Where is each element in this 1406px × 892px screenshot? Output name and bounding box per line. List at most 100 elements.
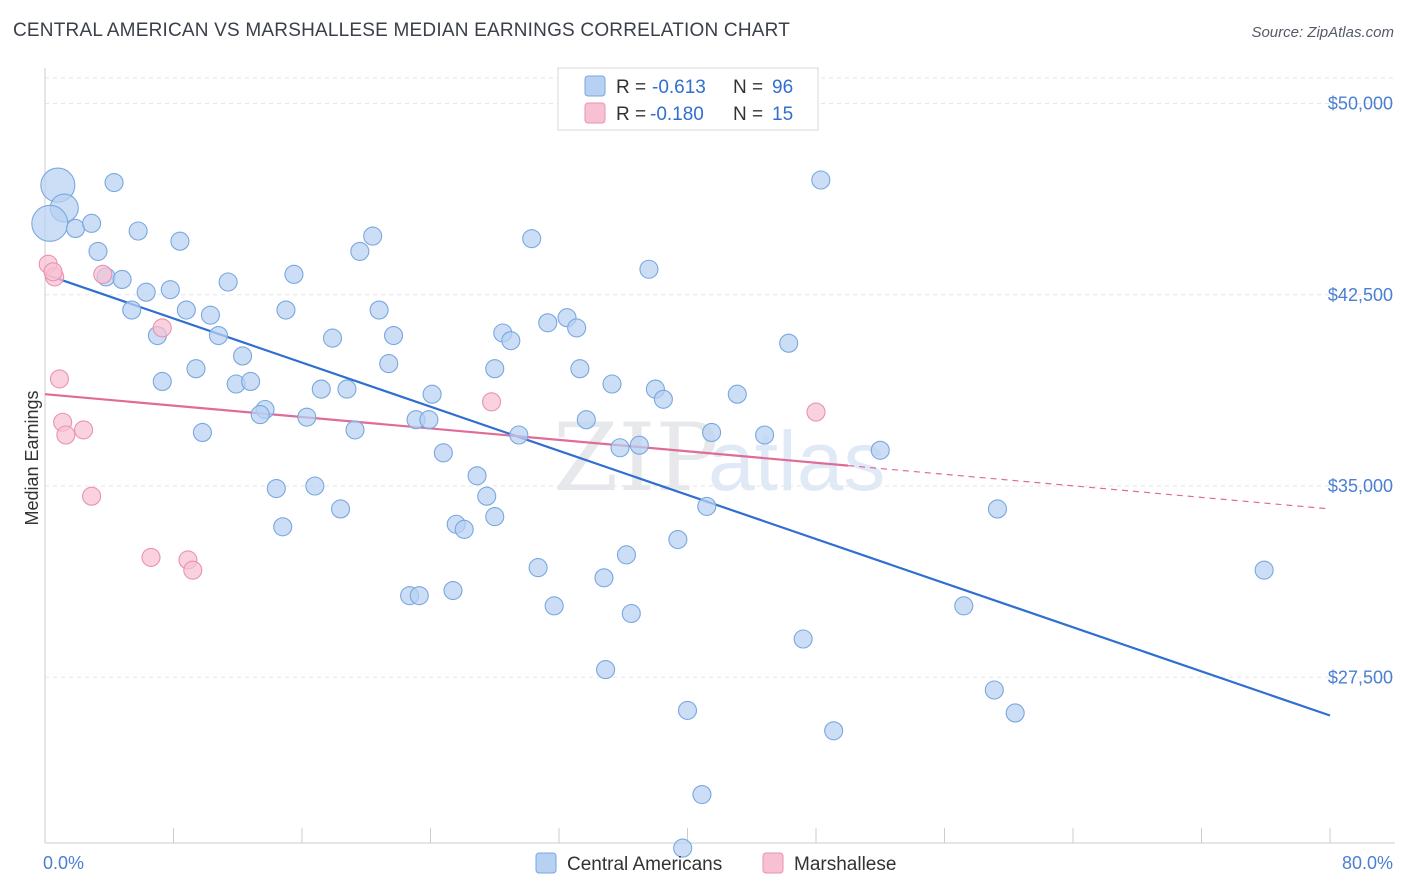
point-marshallese-8 <box>481 392 502 412</box>
y-tick-label-2: $42,500 <box>1328 285 1393 305</box>
trend-line-1 <box>44 393 849 467</box>
point-central-americans-22 <box>200 305 220 325</box>
point-central-americans-73 <box>454 519 474 539</box>
point-central-americans-67 <box>305 476 325 496</box>
point-central-americans-15 <box>350 241 370 261</box>
point-central-americans-30 <box>501 331 521 351</box>
point-central-americans-77 <box>616 545 637 565</box>
legend-r-label-2: R = <box>616 104 646 125</box>
point-marshallese-10 <box>82 486 102 506</box>
source-credit: Source: ZipAtlas.com <box>1251 24 1394 41</box>
point-central-americans-83 <box>443 580 463 601</box>
point-central-americans-24 <box>369 300 389 320</box>
legend-n-value-2: 15 <box>772 104 793 125</box>
legend-r-value-1: -0.613 <box>652 77 706 98</box>
point-marshallese-2 <box>93 264 113 284</box>
point-central-americans-36 <box>186 359 206 379</box>
x-tick-label-min: 0.0% <box>43 853 84 873</box>
point-central-americans-44 <box>337 379 357 399</box>
legend-r-value-2: -0.180 <box>650 104 704 125</box>
point-central-americans-76 <box>668 529 688 550</box>
point-central-americans-33 <box>567 318 587 338</box>
series-legend: Central Americans Marshallese <box>535 852 896 875</box>
point-central-americans-79 <box>594 568 614 588</box>
point-marshallese-11 <box>141 547 161 567</box>
point-central-americans-12 <box>160 280 180 300</box>
point-central-americans-65 <box>467 466 487 486</box>
point-central-americans-13 <box>218 272 238 292</box>
point-central-americans-89 <box>984 680 1004 700</box>
axes <box>44 68 1395 844</box>
series-label-marshallese: Marshallese <box>794 854 896 875</box>
point-central-americans-38 <box>485 359 505 379</box>
point-central-americans-19 <box>811 170 831 190</box>
point-central-americans-26 <box>208 325 229 346</box>
point-marshallese-3 <box>152 318 172 338</box>
point-central-americans-54 <box>419 410 439 430</box>
point-central-americans-64 <box>870 440 890 460</box>
point-central-americans-82 <box>409 586 429 606</box>
point-central-americans-68 <box>477 486 497 506</box>
point-central-americans-78 <box>528 558 548 578</box>
point-central-americans-87 <box>793 629 813 649</box>
point-central-americans-80 <box>1254 560 1274 580</box>
y-tick-label-3: $50,000 <box>1328 94 1393 114</box>
point-central-americans-5 <box>88 241 108 261</box>
point-central-americans-59 <box>702 422 722 443</box>
point-central-americans-85 <box>621 603 641 624</box>
point-central-americans-69 <box>697 496 717 516</box>
point-central-americans-42 <box>241 371 261 392</box>
point-central-americans-93 <box>692 784 712 805</box>
point-central-americans-35 <box>233 346 253 366</box>
legend-swatch-blue <box>584 75 606 97</box>
point-central-americans-70 <box>330 499 351 519</box>
trend-line-extension-1 <box>848 465 1331 510</box>
series-label-central-americans: Central Americans <box>567 854 722 875</box>
point-marshallese-7 <box>56 425 76 445</box>
point-central-americans-43 <box>311 379 331 399</box>
point-central-americans-71 <box>485 507 505 527</box>
point-central-americans-56 <box>345 420 365 440</box>
point-central-americans-88 <box>596 660 616 680</box>
point-central-americans-75 <box>273 517 293 537</box>
point-central-americans-90 <box>677 700 698 720</box>
point-central-americans-45 <box>422 384 442 404</box>
point-central-americans-52 <box>297 407 317 427</box>
point-central-americans-57 <box>192 422 212 443</box>
point-marshallese-4 <box>49 369 70 389</box>
series-swatch-central-americans <box>535 852 557 874</box>
point-central-americans-11 <box>136 282 156 302</box>
point-central-americans-84 <box>544 596 564 616</box>
point-central-americans-91 <box>1005 703 1025 723</box>
point-central-americans-18 <box>639 259 659 279</box>
y-axis-label: Median Earnings <box>22 390 42 525</box>
point-central-americans-92 <box>824 721 844 741</box>
point-central-americans-62 <box>629 435 649 455</box>
point-central-americans-48 <box>653 389 673 409</box>
point-central-americans-51 <box>250 405 270 425</box>
point-central-americans-37 <box>379 354 399 374</box>
data-points <box>31 167 1274 858</box>
point-central-americans-66 <box>266 478 286 499</box>
point-central-americans-46 <box>602 374 622 394</box>
point-central-americans-7 <box>128 221 148 241</box>
point-central-americans-23 <box>276 300 296 320</box>
point-central-americans-17 <box>522 229 542 249</box>
point-central-americans-14 <box>284 264 304 284</box>
y-tick-labels: $27,500 $35,000 $42,500 $50,000 <box>1328 94 1393 688</box>
point-central-americans-63 <box>433 443 453 463</box>
point-central-americans-58 <box>509 425 529 445</box>
point-central-americans-6 <box>104 173 124 193</box>
x-tick-label-max: 80.0% <box>1342 853 1393 873</box>
chart-title: CENTRAL AMERICAN VS MARSHALLESE MEDIAN E… <box>13 20 791 41</box>
point-central-americans-21 <box>176 300 196 320</box>
point-central-americans-8 <box>170 231 190 251</box>
point-central-americans-2 <box>31 204 69 242</box>
point-central-americans-28 <box>384 325 404 346</box>
legend-swatch-pink <box>584 102 606 124</box>
point-central-americans-16 <box>363 226 383 246</box>
y-tick-label-1: $35,000 <box>1328 476 1393 496</box>
legend-r-label-1: R = <box>616 77 646 98</box>
point-central-americans-3 <box>65 218 86 238</box>
